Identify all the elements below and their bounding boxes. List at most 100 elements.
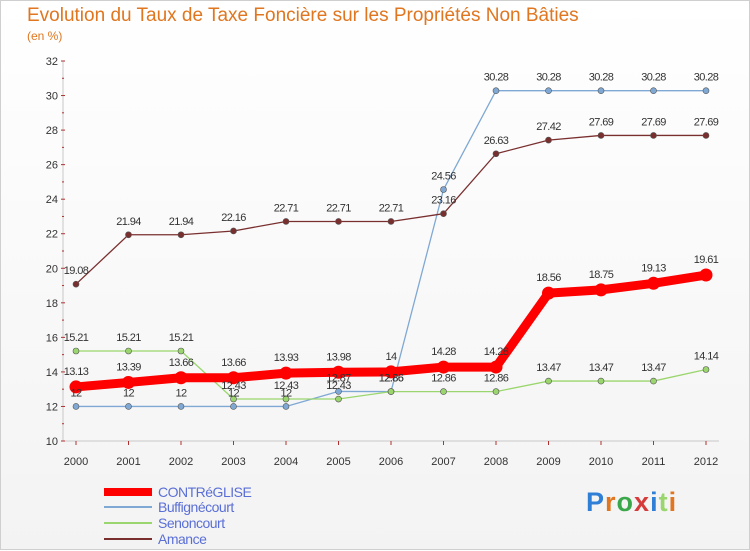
data-label-buffign-court: 12 [175,387,187,399]
data-point-amance [230,227,237,235]
data-point-buffign-court [282,403,290,410]
data-label-buffign-court: 30.28 [589,72,614,84]
data-point-contr-glise [332,365,345,379]
data-label-buffign-court: 12.86 [379,373,404,385]
data-point-contr-glise [279,366,293,380]
data-label-buffign-court: 24.56 [431,171,456,183]
y-tick-label: 32 [46,56,58,68]
data-point-contr-glise [542,286,555,300]
data-label-contr-glise: 18.75 [589,269,614,281]
y-tick-label: 10 [46,436,58,448]
data-label-senoncourt: 13.47 [536,362,561,374]
data-label-senoncourt: 13.47 [641,362,666,374]
legend-label: Buffignécourt [158,499,234,515]
data-label-senoncourt: 12.43 [326,380,351,392]
data-label-buffign-court: 30.28 [694,72,719,84]
x-tick-label: 2008 [484,456,508,468]
data-point-contr-glise [699,268,713,282]
logo-letter: x [634,487,651,517]
data-point-senoncourt [177,347,185,355]
y-tick-label: 16 [46,332,58,344]
data-label-senoncourt: 12.43 [274,380,299,392]
data-point-senoncourt [230,395,237,403]
data-point-amance [492,150,500,158]
data-label-contr-glise: 19.13 [641,262,666,274]
y-tick-label: 12 [46,401,58,413]
y-tick-label: 14 [46,367,58,379]
data-point-senoncourt [125,347,132,355]
legend-label: CONTRéGLISE [158,484,252,500]
y-tick-label: 26 [46,160,58,172]
data-point-buffign-court [335,388,342,395]
logo-letter: t [658,487,669,517]
data-labels: 12 12 12 12 12 12.87 12.86 24.56 30.28 30.28 30.28… [64,72,720,400]
data-label-buffign-court: 30.28 [641,72,666,84]
data-point-amance [125,231,132,239]
data-label-amance: 27.69 [641,116,666,128]
legend-item-amance: Amance [104,531,207,547]
data-label-contr-glise: 13.93 [274,352,299,364]
data-point-amance [72,280,80,288]
x-tick-label: 2009 [536,456,560,468]
y-tick-label: 30 [46,91,58,103]
data-point-contr-glise [489,360,503,374]
data-label-senoncourt: 15.21 [64,332,89,344]
chart-title: Evolution du Taux de Taxe Foncière sur l… [27,5,579,26]
data-label-contr-glise: 13.98 [326,351,351,363]
x-tick-label: 2004 [274,456,298,468]
data-label-senoncourt: 12.86 [431,373,456,385]
data-point-senoncourt [492,388,500,395]
data-point-amance [177,231,185,239]
x-tick-label: 2010 [589,456,613,468]
x-tick-label: 2012 [694,456,718,468]
data-point-contr-glise [384,365,398,379]
legend-label: Amance [158,531,207,547]
data-point-buffign-court [125,403,132,410]
data-label-buffign-court: 12 [123,387,135,399]
legend-swatch [104,506,152,508]
data-label-amance: 19.08 [64,265,89,277]
data-label-buffign-court: 12 [280,387,292,399]
legend-label: Senoncourt [158,515,225,531]
data-label-contr-glise: 13.66 [169,357,194,369]
legend-item-buffign-court: Buffignécourt [104,499,234,515]
data-label-buffign-court: 12 [228,387,240,399]
data-label-amance: 27.69 [694,116,719,128]
data-point-amance [335,218,342,225]
data-point-senoncourt [440,388,447,395]
data-label-amance: 21.94 [116,216,141,228]
data-point-buffign-court [440,186,447,193]
y-tick-label: 24 [46,194,58,206]
data-point-senoncourt [335,395,342,403]
logo-letter: i [668,487,678,517]
data-label-amance: 22.16 [221,212,246,224]
data-point-senoncourt [387,388,395,395]
data-point-senoncourt [282,395,290,403]
x-tick-label: 2007 [431,456,455,468]
data-point-contr-glise [174,371,188,385]
y-tick-label: 22 [46,229,58,241]
y-tick-label: 20 [46,263,58,275]
data-label-amance: 21.94 [169,216,194,228]
data-point-senoncourt [72,347,80,355]
data-point-contr-glise [122,375,135,389]
data-point-amance [440,210,447,217]
data-label-buffign-court: 12 [70,387,82,399]
x-tick-label: 2005 [326,456,350,468]
data-label-buffign-court: 30.28 [536,72,561,84]
series-points [69,87,713,410]
data-label-amance: 23.16 [431,195,456,207]
data-label-amance: 27.42 [536,121,561,133]
logo-letter: r [605,487,617,517]
y-tick-label: 18 [46,298,58,310]
legend-swatch [104,538,152,540]
data-label-contr-glise: 14 [385,351,397,363]
data-point-contr-glise [437,360,450,374]
data-point-senoncourt [650,377,657,385]
data-label-contr-glise: 14.28 [431,346,456,358]
data-label-contr-glise: 13.66 [221,357,246,369]
data-point-amance [282,218,290,225]
legend-item-contr-glise: CONTRéGLISE [104,484,252,500]
legend-item-senoncourt: Senoncourt [104,515,225,531]
